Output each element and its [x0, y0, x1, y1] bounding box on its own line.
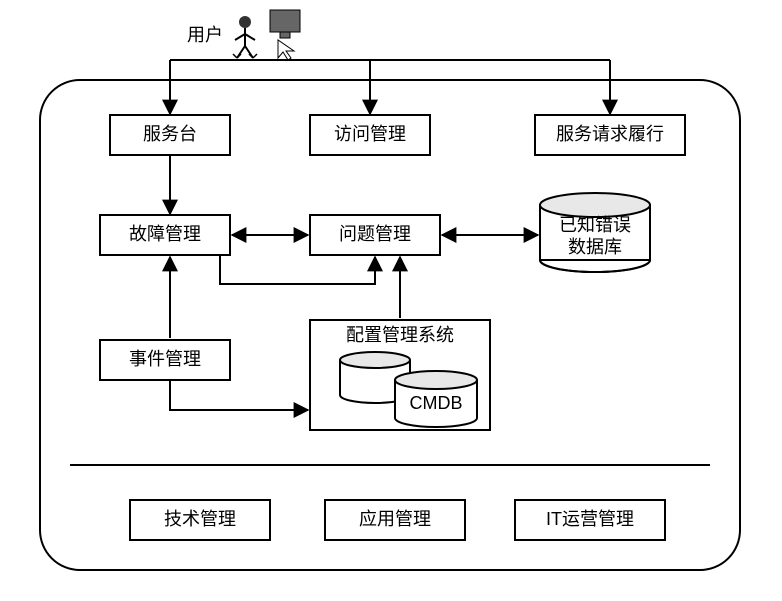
node-fault-mgmt: 故障管理 [100, 215, 230, 255]
itil-flowchart: 用户 服务台 访问管理 服务请求履行 故障管理 问题管理 [0, 0, 782, 601]
tech-mgmt-label: 技术管理 [164, 509, 236, 529]
config-sys-label: 配置管理系统 [346, 325, 454, 345]
node-request-fulfil: 服务请求履行 [535, 115, 685, 155]
arrow-fault-problem-elbow [220, 255, 375, 284]
known-error-db-label-top: 已知错误 [559, 215, 631, 235]
node-problem-mgmt: 问题管理 [310, 215, 440, 255]
fault-mgmt-label: 故障管理 [129, 224, 201, 244]
cmdb-label: CMDB [410, 393, 463, 413]
access-mgmt-label: 访问管理 [334, 124, 406, 144]
user-label: 用户 [187, 25, 223, 45]
it-ops-mgmt-label: IT运营管理 [546, 509, 634, 529]
node-app-mgmt: 应用管理 [325, 500, 465, 540]
cmdb-cylinder-icon: CMDB [395, 371, 477, 427]
problem-mgmt-label: 问题管理 [339, 224, 411, 244]
node-access-mgmt: 访问管理 [310, 115, 430, 155]
service-desk-label: 服务台 [143, 124, 197, 144]
app-mgmt-label: 应用管理 [359, 509, 431, 529]
node-it-ops-mgmt: IT运营管理 [515, 500, 665, 540]
arrow-event-config [170, 380, 308, 410]
node-config-sys: 配置管理系统 CMDB [310, 320, 490, 430]
node-known-error-db: 已知错误 数据库 [540, 193, 650, 272]
node-service-desk: 服务台 [110, 115, 230, 155]
node-event-mgmt: 事件管理 [100, 340, 230, 380]
event-mgmt-label: 事件管理 [129, 349, 201, 369]
request-fulfil-label: 服务请求履行 [556, 124, 664, 144]
cursor-icon [278, 40, 294, 60]
node-tech-mgmt: 技术管理 [130, 500, 270, 540]
known-error-db-label-bot: 数据库 [568, 237, 622, 257]
